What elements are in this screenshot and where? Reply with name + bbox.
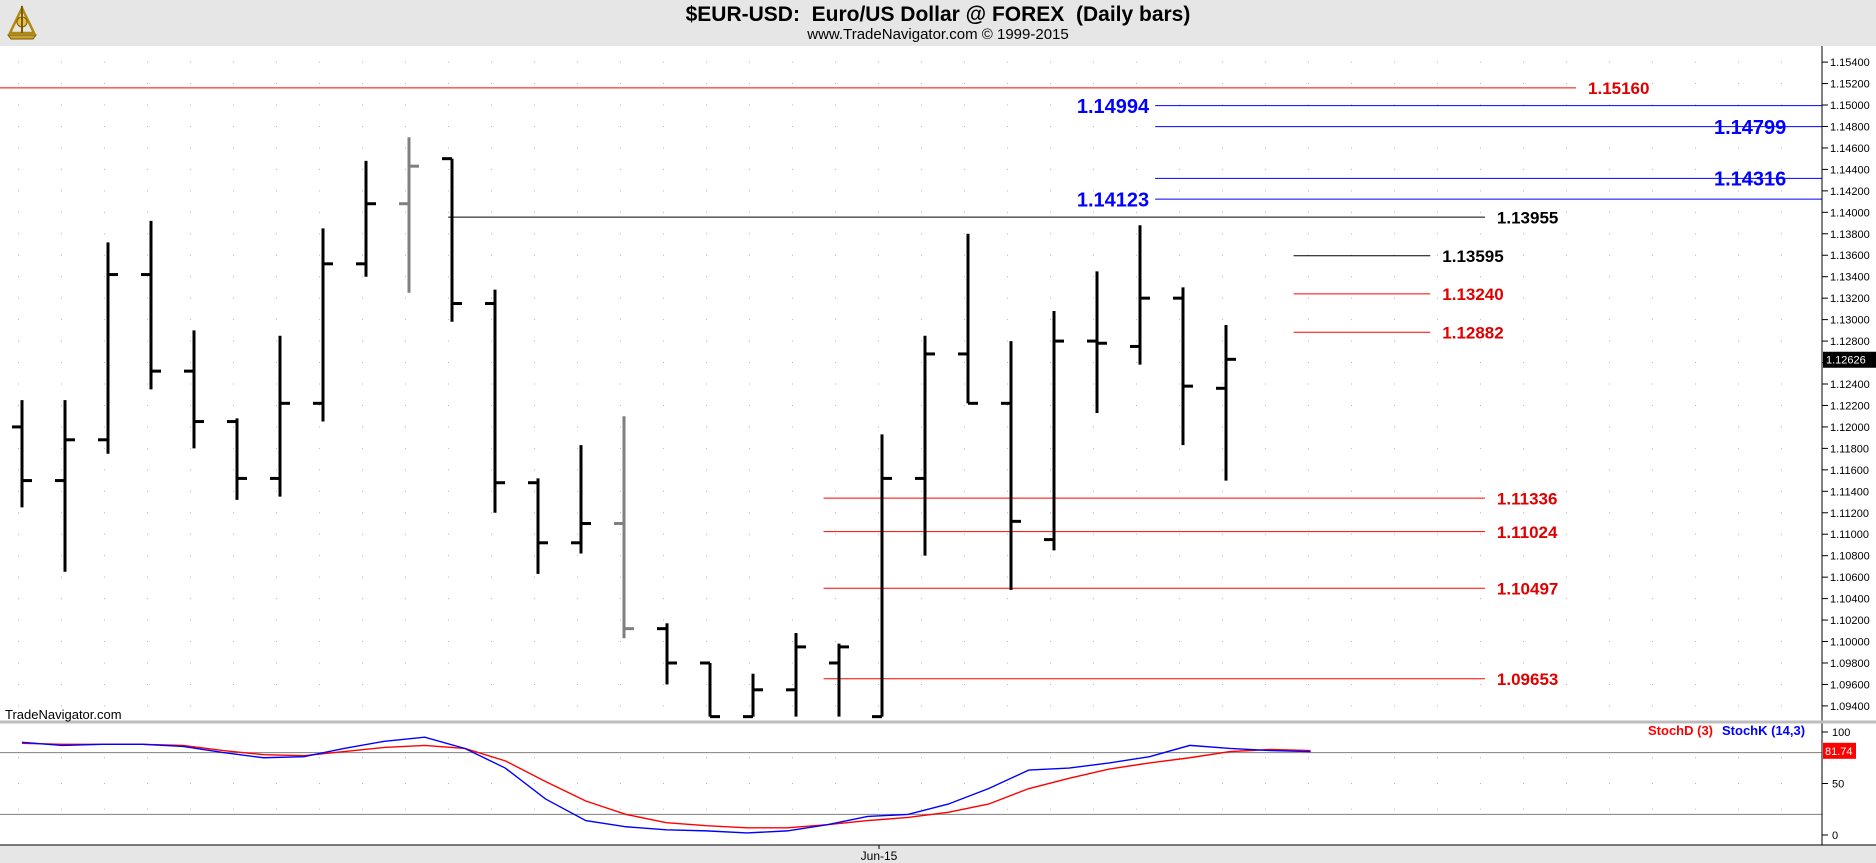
chart-title: $EUR-USD: Euro/US Dollar @ FOREX (Daily … bbox=[685, 3, 1191, 26]
price-tick-label: 1.14600 bbox=[1830, 143, 1870, 155]
chart-subtitle: www.TradeNavigator.com © 1999-2015 bbox=[807, 26, 1069, 43]
price-tick-label: 1.13800 bbox=[1830, 229, 1870, 241]
price-tick-label: 1.11200 bbox=[1830, 508, 1869, 520]
legend-stoch-d: StochD (3) bbox=[1648, 723, 1713, 738]
level-label: 1.14123 bbox=[1077, 189, 1149, 211]
current-price-label: 1.12626 bbox=[1826, 355, 1866, 367]
price-tick-label: 1.10600 bbox=[1830, 572, 1870, 584]
chart-area: 1.15400 1.15200 1.15000 1.14800 1.14600 1.144… bbox=[0, 46, 1876, 863]
sextant-icon bbox=[7, 5, 37, 40]
brand-label: TradeNavigator.com bbox=[5, 707, 122, 722]
level-label: 1.12882 bbox=[1442, 323, 1503, 342]
level-label: 1.13955 bbox=[1497, 208, 1558, 227]
stoch-tick-label: 50 bbox=[1832, 779, 1844, 791]
price-tick-label: 1.14200 bbox=[1830, 186, 1870, 198]
price-tick-label: 1.11800 bbox=[1830, 443, 1869, 455]
price-tick-label: 1.13000 bbox=[1830, 315, 1870, 327]
price-tick-label: 1.10200 bbox=[1830, 615, 1870, 627]
legend-stoch-k: StochK (14,3) bbox=[1722, 723, 1806, 738]
price-tick-label: 1.12200 bbox=[1830, 400, 1870, 412]
price-tick-label: 1.10400 bbox=[1830, 594, 1870, 606]
price-tick-label: 1.11600 bbox=[1830, 465, 1869, 477]
stoch-current-label: 81.74 bbox=[1825, 746, 1853, 758]
stoch-k-line bbox=[21, 736, 1311, 834]
price-tick-label: 1.09800 bbox=[1830, 658, 1870, 670]
chart-header: $EUR-USD: Euro/US Dollar @ FOREX (Daily … bbox=[0, 0, 1876, 46]
level-label: 1.13240 bbox=[1442, 285, 1503, 304]
price-tick-label: 1.12400 bbox=[1830, 379, 1870, 391]
price-tick-label: 1.15200 bbox=[1830, 79, 1870, 91]
price-tick-label: 1.12000 bbox=[1830, 422, 1870, 434]
price-tick-label: 1.14400 bbox=[1830, 164, 1870, 176]
price-tick-label: 1.13400 bbox=[1830, 272, 1870, 284]
level-label: 1.11336 bbox=[1497, 489, 1558, 508]
price-tick-label: 1.09400 bbox=[1830, 701, 1870, 713]
price-tick-label: 1.10800 bbox=[1830, 551, 1870, 563]
price-tick-label: 1.14800 bbox=[1830, 121, 1870, 133]
price-tick-label: 1.15000 bbox=[1830, 100, 1870, 112]
price-tick-label: 1.14000 bbox=[1830, 207, 1870, 219]
price-tick-label: 1.09600 bbox=[1830, 679, 1870, 691]
price-tick-label: 1.12800 bbox=[1830, 336, 1870, 348]
level-label: 1.13595 bbox=[1442, 247, 1503, 266]
stoch-tick-label: 100 bbox=[1832, 727, 1850, 739]
price-tick-label: 1.15400 bbox=[1830, 57, 1870, 69]
price-tick-label: 1.11400 bbox=[1830, 486, 1869, 498]
stoch-current-marker bbox=[1823, 742, 1856, 759]
level-label: 1.10497 bbox=[1497, 579, 1558, 598]
date-tick-label: Jun-15 bbox=[861, 849, 898, 863]
level-label: 1.14799 bbox=[1714, 117, 1786, 139]
price-tick-label: 1.13200 bbox=[1830, 293, 1870, 305]
stoch-d-line bbox=[21, 742, 1311, 829]
current-price-marker bbox=[1823, 351, 1876, 368]
level-label: 1.09653 bbox=[1497, 670, 1558, 689]
level-label: 1.14994 bbox=[1077, 96, 1150, 118]
level-label: 1.11024 bbox=[1497, 523, 1558, 542]
stoch-tick-label: 0 bbox=[1832, 830, 1838, 842]
price-tick-label: 1.10000 bbox=[1830, 637, 1870, 649]
date-axis-background bbox=[0, 845, 1876, 863]
level-label: 1.14316 bbox=[1714, 169, 1786, 191]
price-tick-label: 1.13600 bbox=[1830, 250, 1870, 262]
level-label: 1.15160 bbox=[1588, 79, 1649, 98]
price-tick-label: 1.11000 bbox=[1830, 529, 1869, 541]
price-axis-background bbox=[1822, 46, 1876, 845]
